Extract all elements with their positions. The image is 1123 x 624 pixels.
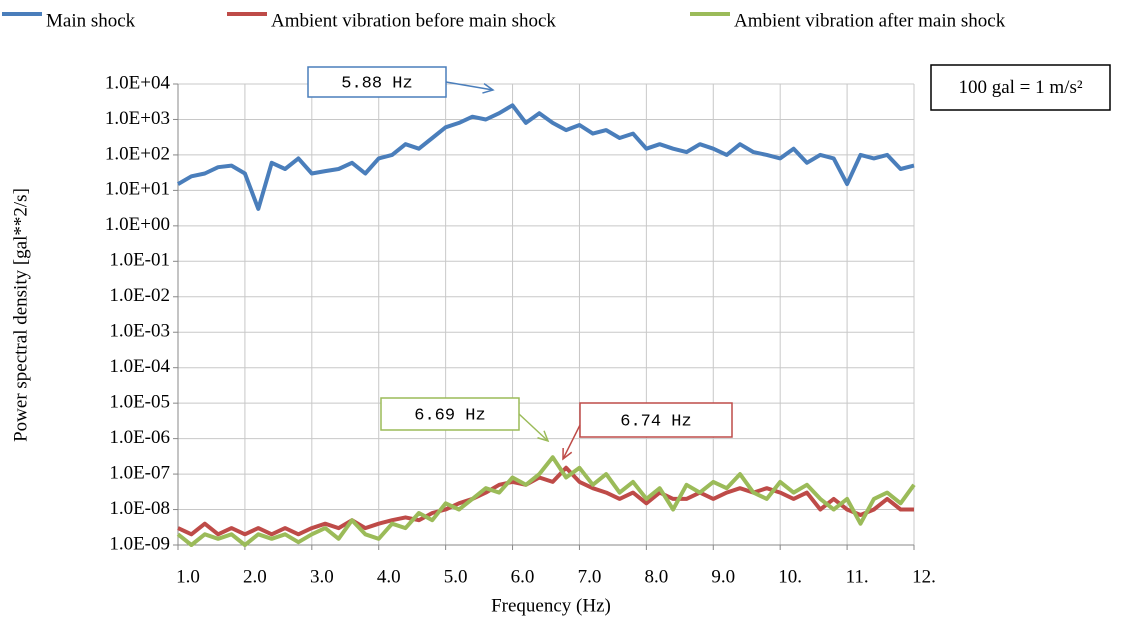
series-line [177, 465, 914, 537]
x-tick-label: 6.0 [511, 566, 535, 587]
x-tick-label: 2.0 [243, 566, 267, 587]
legend-label: Main shock [46, 10, 136, 31]
x-axis-label: Frequency (Hz) [491, 595, 611, 616]
y-tick-label: 1.0E-01 [109, 250, 170, 271]
annotation-box [380, 397, 520, 431]
y-tick-label: 1.0E+03 [105, 108, 170, 129]
annotation-text: 6.69 Hz [414, 406, 485, 425]
y-tick-label: 1.0E-04 [109, 356, 170, 377]
x-tick-label: 1.0 [176, 566, 200, 587]
x-tick-label: 7.0 [578, 566, 602, 587]
annotation-arrowhead [537, 430, 550, 443]
legend-label: Ambient vibration after main shock [734, 10, 1006, 31]
x-tick-label: 8.0 [644, 566, 668, 587]
legend-label: Ambient vibration before main shock [271, 10, 556, 31]
annotation-text: 5.88 Hz [341, 74, 412, 93]
x-tick-label: 9.0 [711, 566, 735, 587]
series-line [176, 455, 916, 547]
x-tick-label: 10. [778, 566, 802, 587]
annotation-arrowhead [482, 83, 495, 94]
y-axis-label: Power spectral density [gal**2/s] [10, 188, 31, 442]
y-tick-label: 1.0E-06 [109, 427, 170, 448]
annotation-text: 100 gal = 1 m/s² [958, 77, 1082, 98]
annotation-arrow [518, 413, 549, 442]
y-tick-label: 1.0E+00 [105, 214, 170, 235]
y-tick-label: 1.0E-03 [109, 321, 170, 342]
x-tick-label: 12. [912, 566, 936, 587]
annotation-box [579, 402, 733, 438]
y-tick-label: 1.0E-09 [109, 533, 170, 554]
y-tick-label: 1.0E+01 [105, 179, 170, 200]
annotation-arrow [562, 424, 581, 460]
x-tick-label: 3.0 [310, 566, 334, 587]
annotation-box [307, 66, 447, 98]
annotation-arrowhead [562, 447, 573, 461]
x-tick-label: 5.0 [444, 566, 468, 587]
y-tick-label: 1.0E-08 [109, 498, 170, 519]
x-tick-label: 11. [846, 566, 869, 587]
series-line [176, 103, 915, 211]
y-tick-label: 1.0E+02 [105, 143, 170, 164]
y-tick-label: 1.0E+04 [105, 72, 171, 93]
annotation-box [930, 64, 1111, 111]
annotation-arrow [445, 81, 494, 91]
y-tick-label: 1.0E-02 [109, 285, 170, 306]
y-tick-label: 1.0E-05 [109, 392, 170, 413]
annotation-text: 6.74 Hz [620, 412, 691, 431]
x-tick-label: 4.0 [377, 566, 401, 587]
y-tick-label: 1.0E-07 [109, 462, 170, 483]
